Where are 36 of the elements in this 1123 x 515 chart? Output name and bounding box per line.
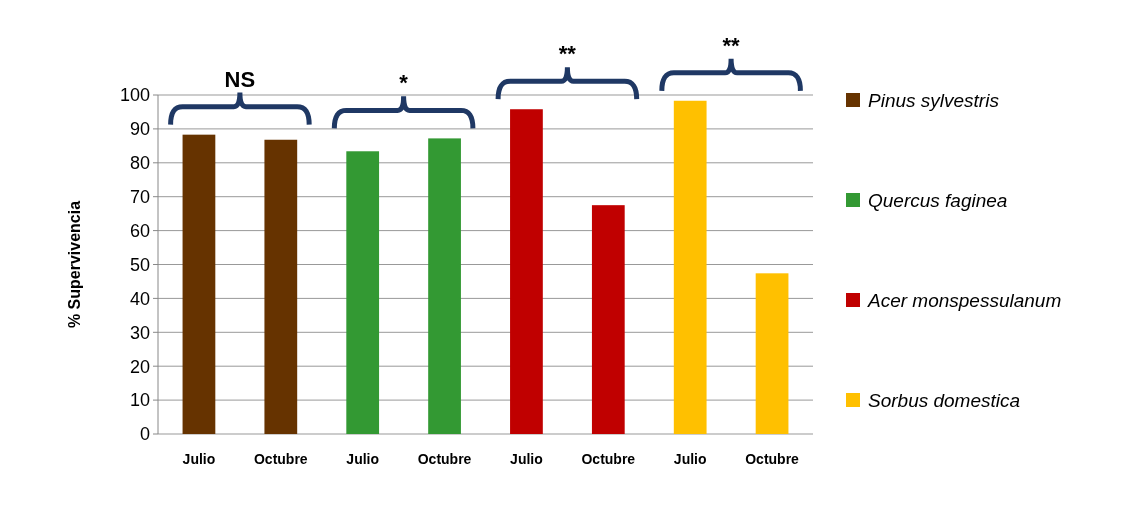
bar	[510, 109, 543, 434]
x-tick-label: Octubre	[581, 451, 636, 467]
y-tick-label: 50	[129, 254, 150, 275]
x-tick-label: Octubre	[745, 451, 800, 467]
y-tick-label: 80	[129, 153, 150, 174]
x-tick-label: Julio	[346, 451, 380, 467]
x-tick-label: Julio	[182, 451, 216, 467]
x-tick-label: Julio	[510, 451, 543, 467]
bar	[591, 205, 625, 434]
x-tick-label: Octubre	[417, 451, 472, 467]
y-tick-label: 100	[119, 85, 150, 106]
bar	[264, 139, 298, 434]
bar	[428, 138, 461, 434]
y-tick-label: 0	[139, 424, 150, 445]
text: NS	[224, 66, 256, 92]
x-tick-label: Julio	[673, 451, 707, 467]
text: **	[722, 32, 741, 58]
legend-label: Sorbus domestica	[868, 389, 1021, 411]
y-tick-label: 10	[129, 390, 150, 411]
text: **	[558, 41, 577, 67]
y-axis-title: % Supervivencia	[66, 200, 83, 329]
x-tick-label: Octubre	[253, 451, 308, 467]
y-tick-label: 30	[129, 322, 150, 343]
annotation: *	[399, 70, 409, 96]
bar	[182, 134, 216, 434]
y-tick-label: 70	[129, 187, 150, 207]
y-tick-label: 40	[129, 288, 150, 309]
bar	[346, 151, 380, 434]
y-tick-label: 90	[129, 119, 150, 140]
y-tick-label: 20	[129, 356, 150, 377]
legend-label: Pinus sylvestris	[868, 89, 1000, 111]
legend-label: Acer monspessulanum	[867, 289, 1062, 311]
bar	[673, 100, 707, 434]
y-tick-label: 60	[129, 220, 150, 241]
bar	[755, 273, 789, 434]
legend-label: Quercus faginea	[868, 189, 1008, 211]
